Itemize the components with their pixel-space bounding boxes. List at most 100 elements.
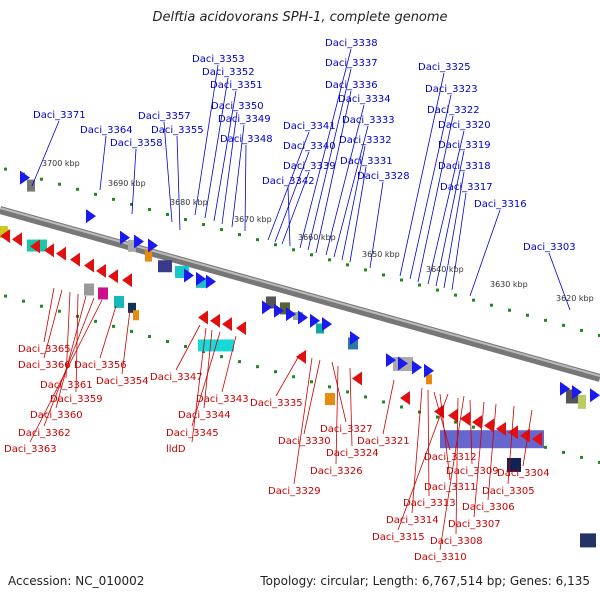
forward-gene-label[interactable]: Daci_3333	[342, 115, 395, 126]
reverse-gene-arrow	[484, 418, 494, 433]
forward-gene-label[interactable]: Daci_3357	[138, 111, 191, 122]
reverse-gene-label[interactable]: Daci_3330	[278, 436, 331, 447]
reverse-gene-label[interactable]: Daci_3363	[4, 444, 57, 455]
reverse-gene-label[interactable]: Daci_3347	[150, 372, 203, 383]
gene-box	[266, 296, 276, 309]
scale-label: 3690 kbp	[108, 179, 146, 188]
reverse-gene-label[interactable]: Daci_3305	[482, 486, 535, 497]
forward-gene-label[interactable]: Daci_3336	[325, 80, 378, 91]
forward-gene-arrow	[560, 381, 570, 396]
gene-box	[196, 277, 206, 288]
forward-gene-arrow	[206, 274, 216, 289]
reverse-gene-label[interactable]: Daci_3356	[74, 360, 127, 371]
forward-gene-label[interactable]: Daci_3318	[438, 161, 491, 172]
forward-gene-arrow	[386, 353, 396, 368]
gene-box	[316, 323, 324, 334]
reverse-gene-label[interactable]: Daci_3361	[40, 380, 93, 391]
reverse-gene-label[interactable]: Daci_3324	[326, 448, 379, 459]
forward-gene-label[interactable]: Daci_3350	[211, 101, 264, 112]
reverse-gene-label[interactable]: Daci_3311	[424, 482, 477, 493]
forward-gene-label[interactable]: Daci_3316	[474, 199, 527, 210]
reverse-gene-label[interactable]: Daci_3343	[196, 394, 249, 405]
reverse-gene-label[interactable]: Daci_3327	[320, 424, 373, 435]
forward-gene-label[interactable]: Daci_3320	[438, 120, 491, 131]
reverse-gene-label[interactable]: Daci_3344	[178, 410, 231, 421]
scale-label: 3680 kbp	[170, 198, 208, 207]
forward-gene-label[interactable]: Daci_3349	[218, 114, 271, 125]
forward-gene-arrow	[398, 356, 408, 371]
topology-label: Topology: circular; Length: 6,767,514 bp…	[260, 574, 590, 588]
forward-gene-arrow	[86, 209, 96, 224]
forward-gene-label[interactable]: Daci_3341	[283, 121, 336, 132]
forward-gene-label[interactable]: Daci_3364	[80, 125, 133, 136]
reverse-gene-arrow	[108, 269, 118, 284]
reverse-gene-label[interactable]: Daci_3315	[372, 532, 425, 543]
forward-gene-label[interactable]: Daci_3319	[438, 140, 491, 151]
forward-gene-label[interactable]: Daci_3352	[202, 67, 255, 78]
reverse-gene-label[interactable]: Daci_3304	[497, 468, 550, 479]
accession-label: Accession: NC_010002	[8, 574, 145, 588]
gene-box	[128, 239, 136, 252]
reverse-gene-label[interactable]: Daci_3307	[448, 519, 501, 530]
reverse-gene-arrow	[198, 310, 208, 325]
reverse-gene-label[interactable]: Daci_3314	[386, 515, 439, 526]
reverse-gene-label[interactable]: Daci_3335	[250, 398, 303, 409]
forward-gene-label[interactable]: Daci_3337	[325, 58, 378, 69]
reverse-gene-label[interactable]: Daci_3362	[18, 428, 71, 439]
reverse-gene-arrow	[460, 411, 470, 426]
forward-gene-label[interactable]: Daci_3322	[427, 105, 480, 116]
forward-gene-arrow	[184, 268, 194, 283]
reverse-gene-label[interactable]: Daci_3308	[430, 536, 483, 547]
reverse-gene-label[interactable]: Daci_3360	[30, 410, 83, 421]
reverse-gene-label[interactable]: Daci_3310	[414, 552, 467, 563]
forward-gene-label[interactable]: Daci_3323	[425, 84, 478, 95]
scale-label: 3670 kbp	[234, 215, 272, 224]
forward-gene-label[interactable]: Daci_3338	[325, 38, 378, 49]
forward-gene-label[interactable]: Daci_3325	[418, 62, 471, 73]
reverse-gene-arrow	[352, 371, 362, 386]
reverse-gene-label[interactable]: Daci_3366	[18, 360, 71, 371]
gene-box	[158, 260, 172, 273]
forward-gene-arrow	[286, 307, 296, 322]
reverse-gene-label[interactable]: Daci_3313	[403, 498, 456, 509]
reverse-gene-label[interactable]: Daci_3365	[18, 344, 71, 355]
forward-gene-label[interactable]: Daci_3339	[283, 161, 336, 172]
forward-gene-label[interactable]: Daci_3340	[283, 141, 336, 152]
forward-gene-label[interactable]: Daci_3355	[151, 125, 204, 136]
forward-gene-arrow	[120, 230, 130, 245]
forward-gene-arrow	[322, 317, 332, 332]
forward-gene-label[interactable]: Daci_3358	[110, 138, 163, 149]
forward-gene-label[interactable]: Daci_3348	[220, 134, 273, 145]
forward-gene-label[interactable]: Daci_3331	[340, 156, 393, 167]
reverse-gene-label[interactable]: Daci_3309	[446, 466, 499, 477]
reverse-gene-label[interactable]: Daci_3306	[462, 502, 515, 513]
reverse-gene-label[interactable]: Daci_3321	[357, 436, 410, 447]
reverse-gene-label[interactable]: lldD	[166, 444, 186, 455]
forward-gene-label[interactable]: Daci_3351	[210, 80, 263, 91]
forward-gene-label[interactable]: Daci_3334	[338, 94, 391, 105]
gene-box	[128, 302, 136, 313]
forward-gene-arrow	[298, 310, 308, 325]
tick-track-upper	[4, 167, 600, 337]
leader-lines	[29, 48, 571, 551]
forward-gene-label[interactable]: Daci_3353	[192, 54, 245, 65]
reverse-gene-label[interactable]: Daci_3329	[268, 486, 321, 497]
gene-box	[578, 394, 586, 409]
forward-gene-label[interactable]: Daci_3332	[339, 135, 392, 146]
forward-gene-label[interactable]: Daci_3328	[357, 171, 410, 182]
reverse-gene-label[interactable]: Daci_3354	[96, 376, 149, 387]
forward-gene-label[interactable]: Daci_3303	[523, 242, 576, 253]
reverse-gene-label[interactable]: Daci_3312	[424, 452, 477, 463]
forward-gene-label[interactable]: Daci_3371	[33, 110, 86, 121]
forward-gene-arrow	[274, 303, 284, 318]
forward-gene-labels: Daci_3371 Daci_3364 Daci_3358 Daci_3357 Daci…	[33, 38, 576, 253]
reverse-gene-label[interactable]: Daci_3345	[166, 428, 219, 439]
reverse-gene-label[interactable]: Daci_3326	[310, 466, 363, 477]
reverse-gene-arrow	[496, 421, 506, 436]
forward-gene-label[interactable]: Daci_3317	[440, 182, 493, 193]
forward-gene-label[interactable]: Daci_3342	[262, 176, 315, 187]
reverse-gene-arrow	[448, 408, 458, 423]
scale-label: 3630 kbp	[490, 280, 528, 289]
reverse-gene-label[interactable]: Daci_3359	[50, 394, 103, 405]
reverse-gene-arrow	[44, 243, 54, 258]
